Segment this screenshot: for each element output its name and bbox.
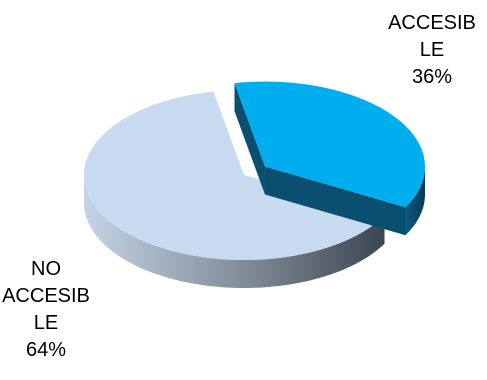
slice-label-accesible-line-3: 36%	[411, 66, 453, 88]
slice-accesible-cut-0	[234, 83, 265, 195]
slice-label-accesible-line-1: ACCESIB	[388, 12, 476, 34]
slice-label-no-accesible-line-1: NO	[31, 258, 61, 280]
slice-label-no-accesible-line-2: ACCESIB	[2, 285, 90, 307]
slice-label-accesible: ACCESIB LE 36%	[388, 10, 476, 91]
slice-accesible-side-0	[405, 165, 425, 236]
slice-label-no-accesible-line-4: 64%	[25, 339, 67, 361]
slice-label-no-accesible: NO ACCESIB LE 64%	[0, 256, 92, 364]
slice-accesible-cut-1	[264, 166, 406, 236]
slice-no-accesible	[83, 91, 385, 288]
slice-accesible	[234, 81, 425, 236]
slice-no-accesible-top	[83, 91, 385, 261]
slice-label-no-accesible-line-3: LE	[33, 312, 59, 334]
slice-label-accesible-line-2: LE	[419, 39, 445, 61]
slice-accesible-top	[234, 81, 425, 208]
slice-no-accesible-side-0	[84, 174, 385, 288]
